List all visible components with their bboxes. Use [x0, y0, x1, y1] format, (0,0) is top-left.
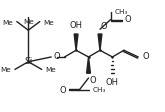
Text: O: O	[89, 76, 96, 85]
Text: OH: OH	[106, 78, 119, 87]
Polygon shape	[74, 34, 78, 50]
Text: CH₃: CH₃	[114, 9, 128, 15]
Text: O: O	[101, 22, 108, 31]
Polygon shape	[98, 34, 102, 50]
Text: Me: Me	[23, 19, 34, 25]
Text: O: O	[142, 52, 149, 61]
Text: O: O	[125, 15, 132, 24]
Text: Me: Me	[44, 19, 54, 26]
Text: Me: Me	[46, 67, 56, 73]
Text: O: O	[60, 86, 66, 95]
Text: O: O	[53, 52, 60, 60]
Text: CH₃: CH₃	[92, 87, 106, 93]
Text: OH: OH	[70, 21, 83, 30]
Polygon shape	[87, 57, 90, 73]
Text: Me: Me	[0, 67, 11, 73]
Text: Si: Si	[24, 57, 33, 66]
Text: Me: Me	[2, 19, 13, 26]
